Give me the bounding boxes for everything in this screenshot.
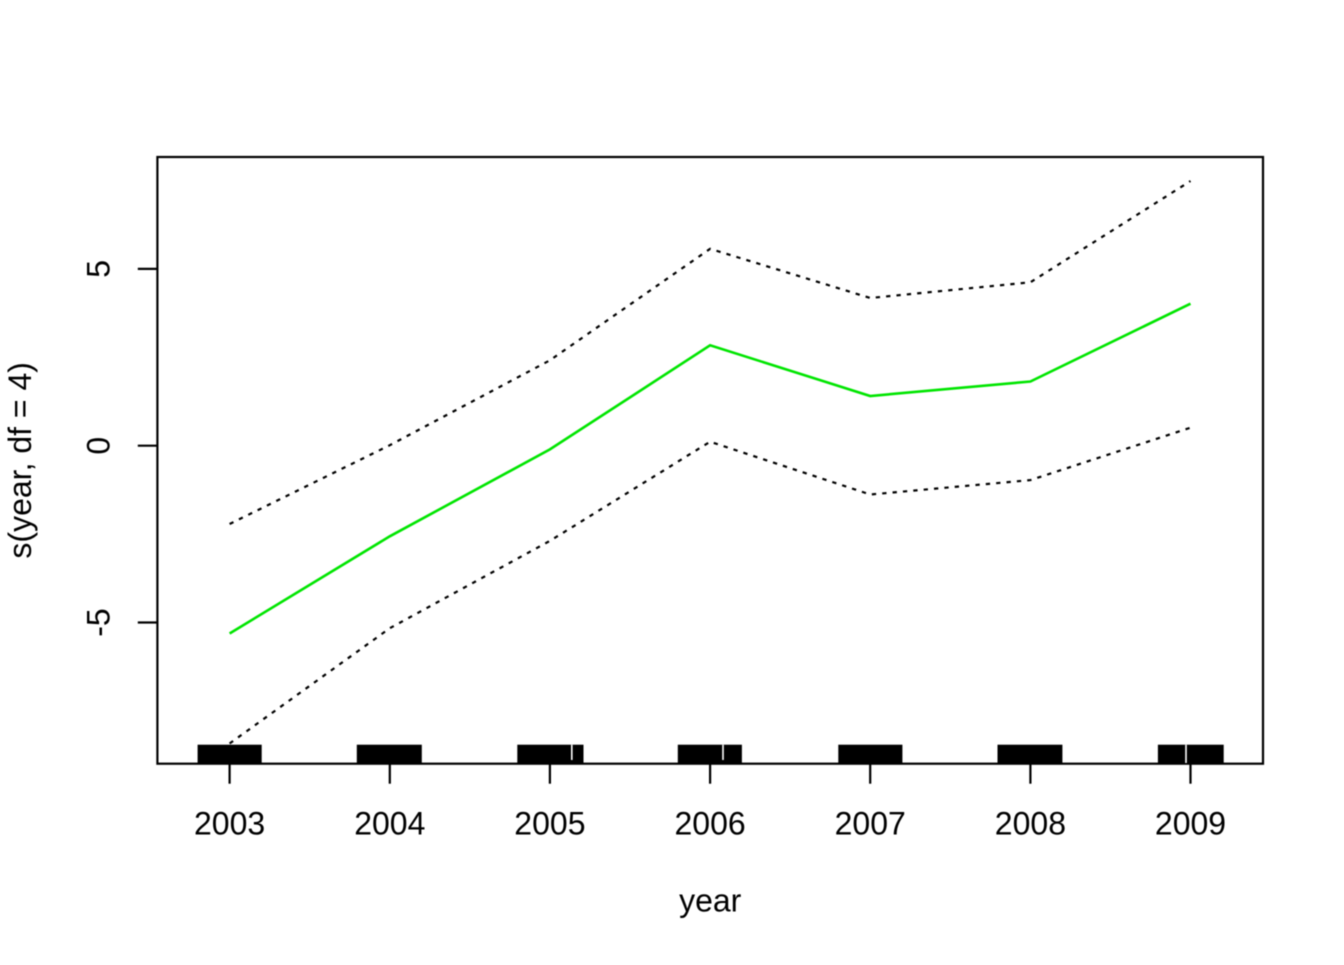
svg-text:2004: 2004 <box>354 806 425 842</box>
svg-text:year: year <box>679 883 742 919</box>
svg-text:s(year, df = 4): s(year, df = 4) <box>2 362 38 559</box>
svg-text:2005: 2005 <box>514 806 585 842</box>
svg-text:-5: -5 <box>81 608 117 636</box>
svg-text:2007: 2007 <box>835 806 906 842</box>
svg-text:0: 0 <box>81 437 117 455</box>
svg-text:2003: 2003 <box>194 806 265 842</box>
svg-text:2009: 2009 <box>1155 806 1226 842</box>
svg-text:2006: 2006 <box>675 806 746 842</box>
svg-text:5: 5 <box>81 260 117 278</box>
svg-text:2008: 2008 <box>995 806 1066 842</box>
